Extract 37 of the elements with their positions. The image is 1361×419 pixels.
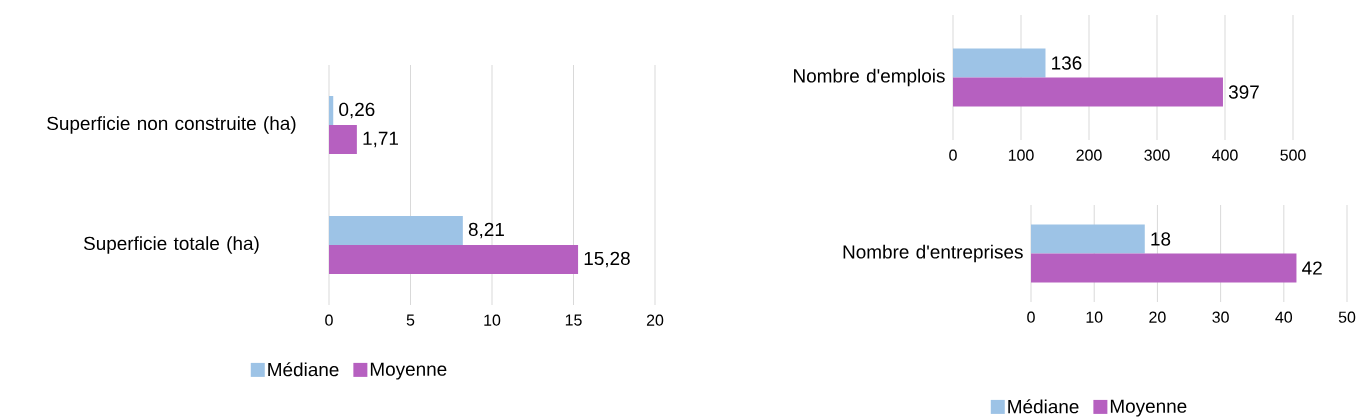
x-tick-label: 30 xyxy=(1212,311,1229,323)
y-tick-label: Superficie totale (ha) xyxy=(83,236,259,254)
data-label: 0,26 xyxy=(339,102,375,119)
x-tick-label: 20 xyxy=(1149,311,1166,323)
y-tick-label: Nombre d'entreprises xyxy=(843,244,1023,263)
data-label: 8,21 xyxy=(468,222,504,239)
x-tick-label: 200 xyxy=(1076,149,1102,161)
x-tick-label: 40 xyxy=(1275,311,1293,323)
bar xyxy=(329,125,357,154)
data-label: 42 xyxy=(1302,261,1322,275)
x-tick-label: 100 xyxy=(1008,149,1034,161)
x-tick-label: 400 xyxy=(1212,149,1238,161)
legend-label: Moyenne xyxy=(1110,399,1187,417)
x-tick-label: 10 xyxy=(1086,311,1103,323)
bar xyxy=(329,245,579,274)
x-tick-label: 0 xyxy=(325,314,333,326)
x-tick-label: 0 xyxy=(1027,311,1035,323)
data-label: 1,71 xyxy=(363,131,398,148)
data-label: 18 xyxy=(1151,232,1171,246)
x-tick-label: 50 xyxy=(1338,311,1356,323)
x-tick-label: 0 xyxy=(949,149,957,161)
x-tick-label: 300 xyxy=(1144,149,1170,161)
x-tick-label: 500 xyxy=(1280,149,1306,161)
x-tick-label: 5 xyxy=(406,314,415,326)
y-tick-label: Superficie non construite (ha) xyxy=(47,116,296,134)
data-label: 136 xyxy=(1052,56,1082,70)
x-tick-label: 10 xyxy=(484,314,501,326)
data-label: 15,28 xyxy=(584,251,630,268)
y-tick-label: Nombre d'emplois xyxy=(794,68,945,87)
bar xyxy=(329,96,334,125)
legend-label: Moyenne xyxy=(370,362,447,380)
data-label: 397 xyxy=(1228,85,1259,99)
x-tick-label: 15 xyxy=(565,314,582,326)
bar xyxy=(329,216,463,245)
x-tick-label: 20 xyxy=(646,314,664,326)
legend-label: Médiane xyxy=(1008,399,1079,414)
legend-label: Médiane xyxy=(268,362,339,377)
